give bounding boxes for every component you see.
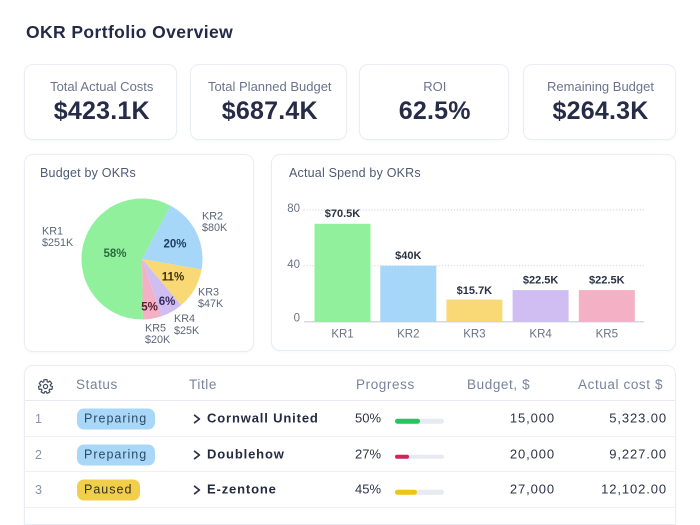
svg-text:KR1: KR1 — [42, 226, 63, 238]
svg-text:40: 40 — [287, 259, 300, 271]
svg-text:KR3: KR3 — [463, 329, 485, 341]
svg-text:KR1: KR1 — [331, 329, 353, 341]
svg-text:$251K: $251K — [42, 237, 74, 249]
svg-text:$80K: $80K — [202, 222, 228, 234]
svg-text:$20K: $20K — [145, 334, 171, 346]
svg-text:KR2: KR2 — [397, 329, 419, 341]
svg-text:$25K: $25K — [174, 325, 200, 337]
svg-text:$22.5K: $22.5K — [589, 275, 625, 287]
svg-text:$70.5K: $70.5K — [325, 208, 361, 220]
svg-text:5%: 5% — [141, 302, 158, 314]
svg-text:$15.7K: $15.7K — [457, 285, 493, 297]
svg-text:80: 80 — [287, 203, 300, 215]
svg-text:20%: 20% — [163, 239, 186, 251]
svg-text:KR5: KR5 — [596, 329, 618, 341]
svg-text:$47K: $47K — [198, 298, 224, 310]
svg-text:11%: 11% — [162, 272, 184, 284]
svg-text:6%: 6% — [159, 296, 176, 308]
svg-text:KR4: KR4 — [174, 313, 195, 325]
svg-text:KR5: KR5 — [145, 323, 166, 335]
svg-text:KR4: KR4 — [529, 329, 552, 341]
svg-text:58%: 58% — [103, 248, 126, 260]
svg-text:$22.5K: $22.5K — [523, 275, 559, 287]
svg-text:$40K: $40K — [395, 250, 421, 262]
svg-text:0: 0 — [294, 313, 300, 325]
svg-text:KR3: KR3 — [198, 287, 219, 299]
svg-text:KR2: KR2 — [202, 211, 223, 223]
